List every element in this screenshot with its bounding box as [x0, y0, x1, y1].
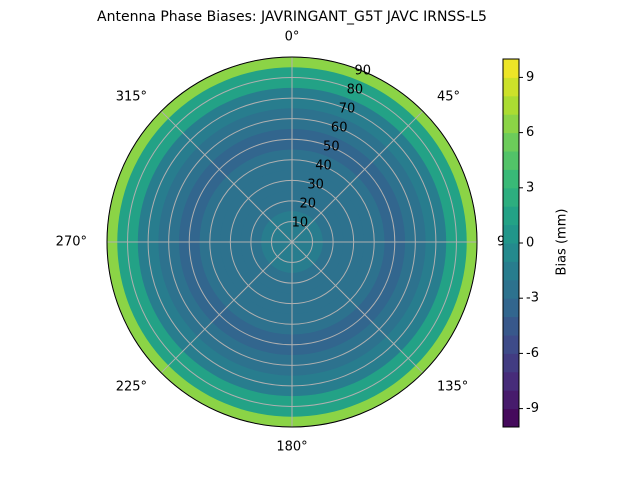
colorbar-band [503, 390, 519, 410]
colorbar-tick-label: 9 [526, 70, 534, 85]
colorbar-band [503, 114, 519, 134]
theta-tick-label: 225° [116, 379, 147, 394]
colorbar-band [503, 353, 519, 373]
colorbar-band [503, 187, 519, 207]
theta-tick-label: 45° [437, 90, 460, 105]
colorbar-band [503, 59, 519, 78]
colorbar-band [503, 151, 519, 170]
colorbar-band [503, 77, 519, 97]
angular-grid-line [160, 110, 293, 243]
r-tick-label: 50 [323, 140, 340, 155]
colorbar-band [503, 206, 519, 226]
theta-tick-label: 135° [437, 379, 468, 394]
r-tick-label: 70 [339, 102, 356, 117]
r-tick-label: 30 [307, 178, 324, 193]
polar-frame [106, 56, 478, 428]
colorbar-tick-label: 0 [526, 236, 534, 251]
r-tick-label: 40 [315, 159, 332, 174]
r-tick-label: 60 [331, 121, 348, 136]
r-tick-label: 80 [347, 83, 364, 98]
r-tick-label: 90 [355, 64, 372, 79]
colorbar-band [503, 408, 519, 428]
colorbar-band [503, 243, 519, 262]
colorbar-tick-label: 6 [526, 125, 534, 140]
colorbar-band [503, 95, 519, 115]
theta-tick-label: 0° [285, 30, 300, 45]
chart-title: Antenna Phase Biases: JAVRINGANT_G5T JAV… [97, 9, 487, 25]
colorbar-band [503, 261, 519, 281]
colorbar-tick-label: -3 [526, 291, 539, 306]
angular-grid-line [160, 241, 293, 374]
colorbar-band [503, 316, 519, 336]
colorbar-band [503, 169, 519, 189]
colorbar-band [503, 371, 519, 391]
theta-tick-label: 270° [56, 235, 87, 250]
r-tick-label: 20 [299, 197, 316, 212]
theta-tick-label: 315° [116, 90, 147, 105]
theta-tick-label: 180° [276, 440, 307, 455]
angular-grid-line [291, 110, 424, 243]
colorbar-tick-label: 3 [526, 180, 534, 195]
colorbar-band [503, 132, 519, 152]
colorbar-tick-label: -6 [526, 346, 539, 361]
r-tick-label: 10 [292, 216, 309, 231]
angular-grid-line [291, 241, 424, 374]
colorbar-band [503, 298, 519, 318]
colorbar-label: Bias (mm) [555, 209, 570, 276]
colorbar-band [503, 335, 519, 354]
colorbar-band [503, 279, 519, 299]
colorbar-tick-label: -9 [526, 401, 539, 416]
colorbar-band [503, 224, 519, 244]
